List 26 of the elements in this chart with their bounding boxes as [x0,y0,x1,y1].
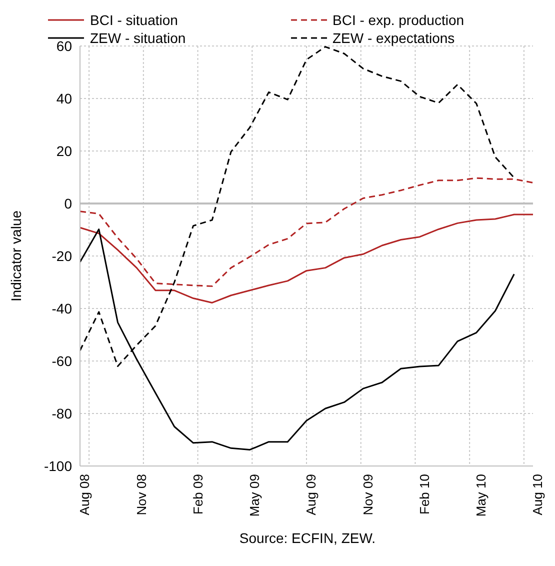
y-tick-label: 20 [56,142,72,159]
y-tick-label: 60 [56,38,72,54]
x-tick-label: May 10 [474,474,489,517]
legend-label: ZEW - situation [90,30,186,46]
x-tick-label: Feb 10 [416,474,432,514]
x-tick-label: Aug 10 [530,474,546,516]
x-tick-label: Aug 08 [77,474,92,516]
y-tick-label: 0 [64,195,72,212]
legend-label: ZEW - expectations [332,30,455,46]
x-tick-label: Nov 09 [360,474,376,516]
legend-label: BCI - situation [90,12,178,28]
legend-label: BCI - exp. production [332,12,464,28]
y-axis-title: Indicator value [8,210,24,302]
source-note: Source: ECFIN, ZEW. [238,530,377,546]
line-series [79,214,534,304]
y-tick-label: -60 [52,352,72,369]
y-tick-label: -80 [52,405,72,422]
x-tick-label: Aug 09 [304,474,319,516]
x-tick-label: Nov 08 [134,474,149,516]
x-tick-label: May 09 [247,474,262,517]
y-tick-label: -20 [52,248,72,264]
y-tick-label: 40 [56,90,72,106]
y-tick-label: -100 [44,458,72,474]
line-series [79,177,534,287]
y-tick-label: -40 [52,300,72,316]
x-tick-label: Feb 09 [190,474,206,514]
